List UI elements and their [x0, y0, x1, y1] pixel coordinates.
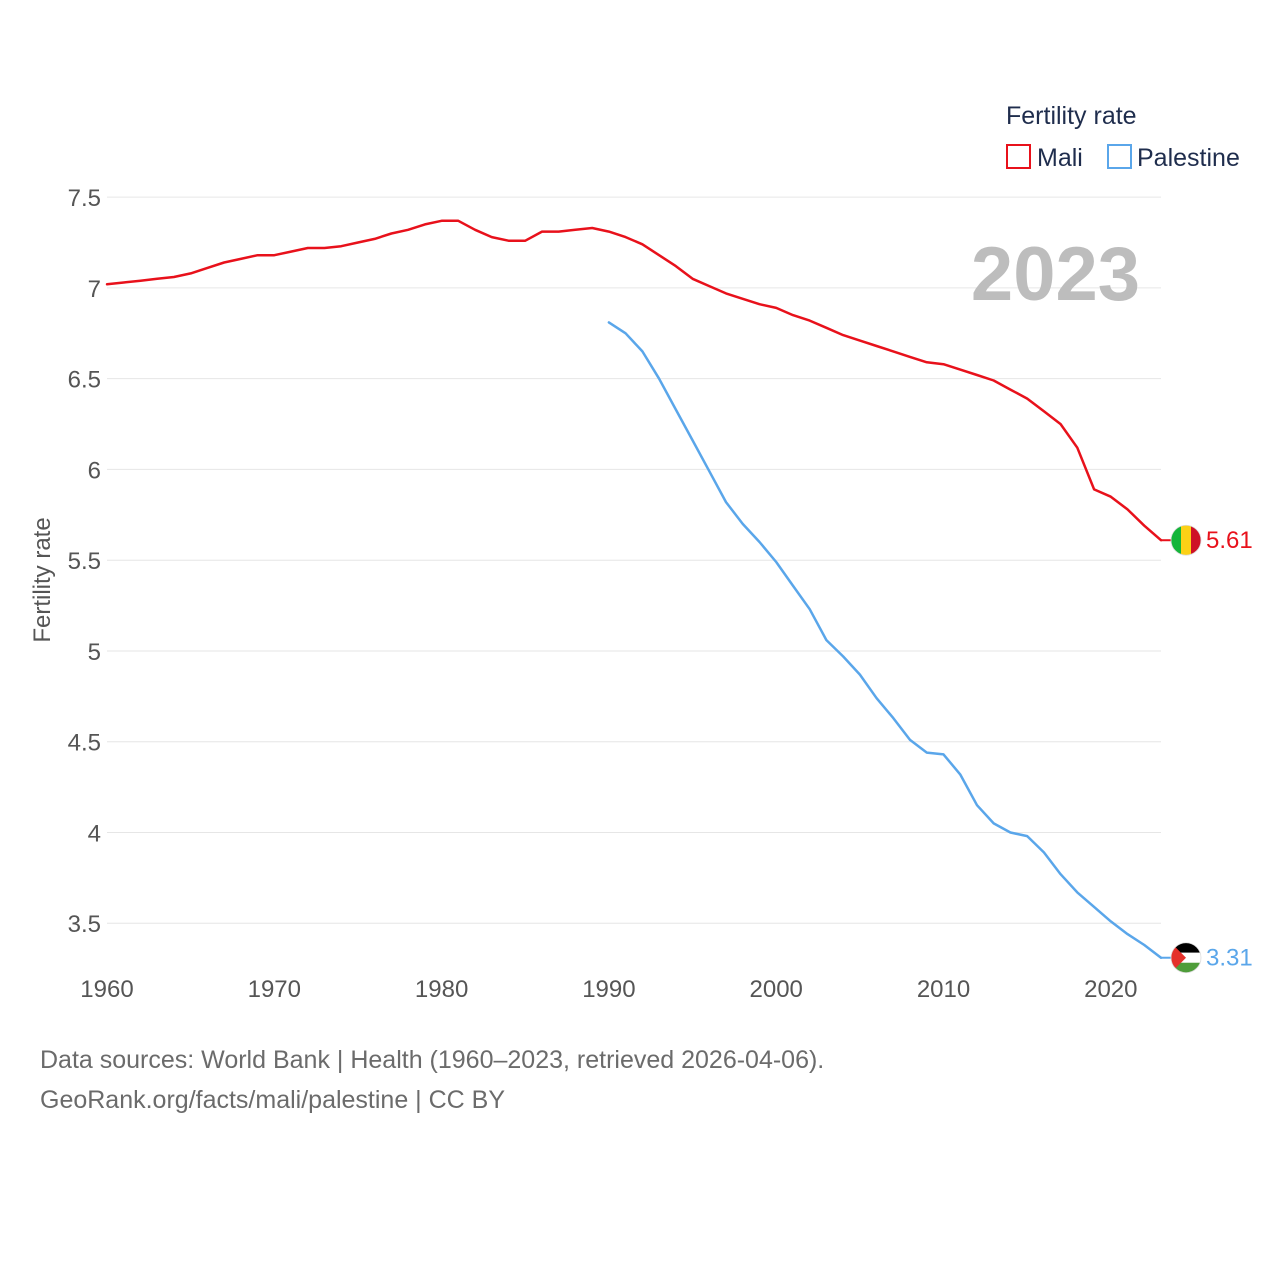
- series-lines: [105, 219, 1163, 959]
- mali-flag-icon: [1171, 525, 1201, 556]
- x-axis: 1960 1970 1980 1990 2000 2010 2020: [80, 976, 1137, 1003]
- palestine-flag-icon: [1171, 942, 1201, 973]
- x-tick-label: 1990: [582, 976, 635, 1003]
- y-tick-label: 3.5: [68, 911, 101, 938]
- y-tick-label: 6: [88, 457, 101, 484]
- y-tick-label: 4: [88, 820, 101, 847]
- y-tick-label: 4.5: [68, 730, 101, 757]
- end-value-label-mali: 5.61: [1206, 527, 1253, 554]
- legend-swatch-palestine[interactable]: [1107, 144, 1132, 169]
- y-axis: 3.5 4 4.5 5 5.5 6 6.5 7 7.5: [68, 185, 101, 938]
- y-tick-label: 5: [88, 639, 101, 666]
- legend-label-palestine[interactable]: Palestine: [1137, 144, 1240, 172]
- y-tick-label: 7.5: [68, 185, 101, 212]
- data-sources-note: Data sources: World Bank | Health (1960–…: [40, 1046, 825, 1074]
- footer: Data sources: World Bank | Health (1960–…: [40, 1040, 824, 1120]
- x-tick-label: 2010: [917, 976, 970, 1003]
- legend-label-mali[interactable]: Mali: [1037, 144, 1083, 172]
- series-line-palestine[interactable]: [607, 321, 1163, 959]
- legend-title: Fertility rate: [1006, 102, 1137, 130]
- year-label: 2023: [971, 232, 1140, 317]
- end-markers: 5.61 3.31: [1161, 524, 1253, 974]
- y-axis-title: Fertility rate: [29, 517, 56, 642]
- series-line-mali[interactable]: [105, 219, 1163, 542]
- x-tick-label: 1970: [248, 976, 301, 1003]
- legend-swatch-mali[interactable]: [1006, 144, 1031, 169]
- y-tick-label: 7: [88, 276, 101, 303]
- y-tick-label: 5.5: [68, 548, 101, 575]
- x-tick-label: 2020: [1084, 976, 1137, 1003]
- y-tick-label: 6.5: [68, 367, 101, 394]
- x-tick-label: 2000: [750, 976, 803, 1003]
- x-tick-label: 1980: [415, 976, 468, 1003]
- gridlines: [107, 196, 1161, 924]
- end-value-label-palestine: 3.31: [1206, 945, 1253, 972]
- legend[interactable]: Fertility rate Mali Palestine: [1006, 102, 1240, 172]
- x-tick-label: 1960: [80, 976, 133, 1003]
- source-link[interactable]: GeoRank.org/facts/mali/palestine | CC BY: [40, 1086, 506, 1114]
